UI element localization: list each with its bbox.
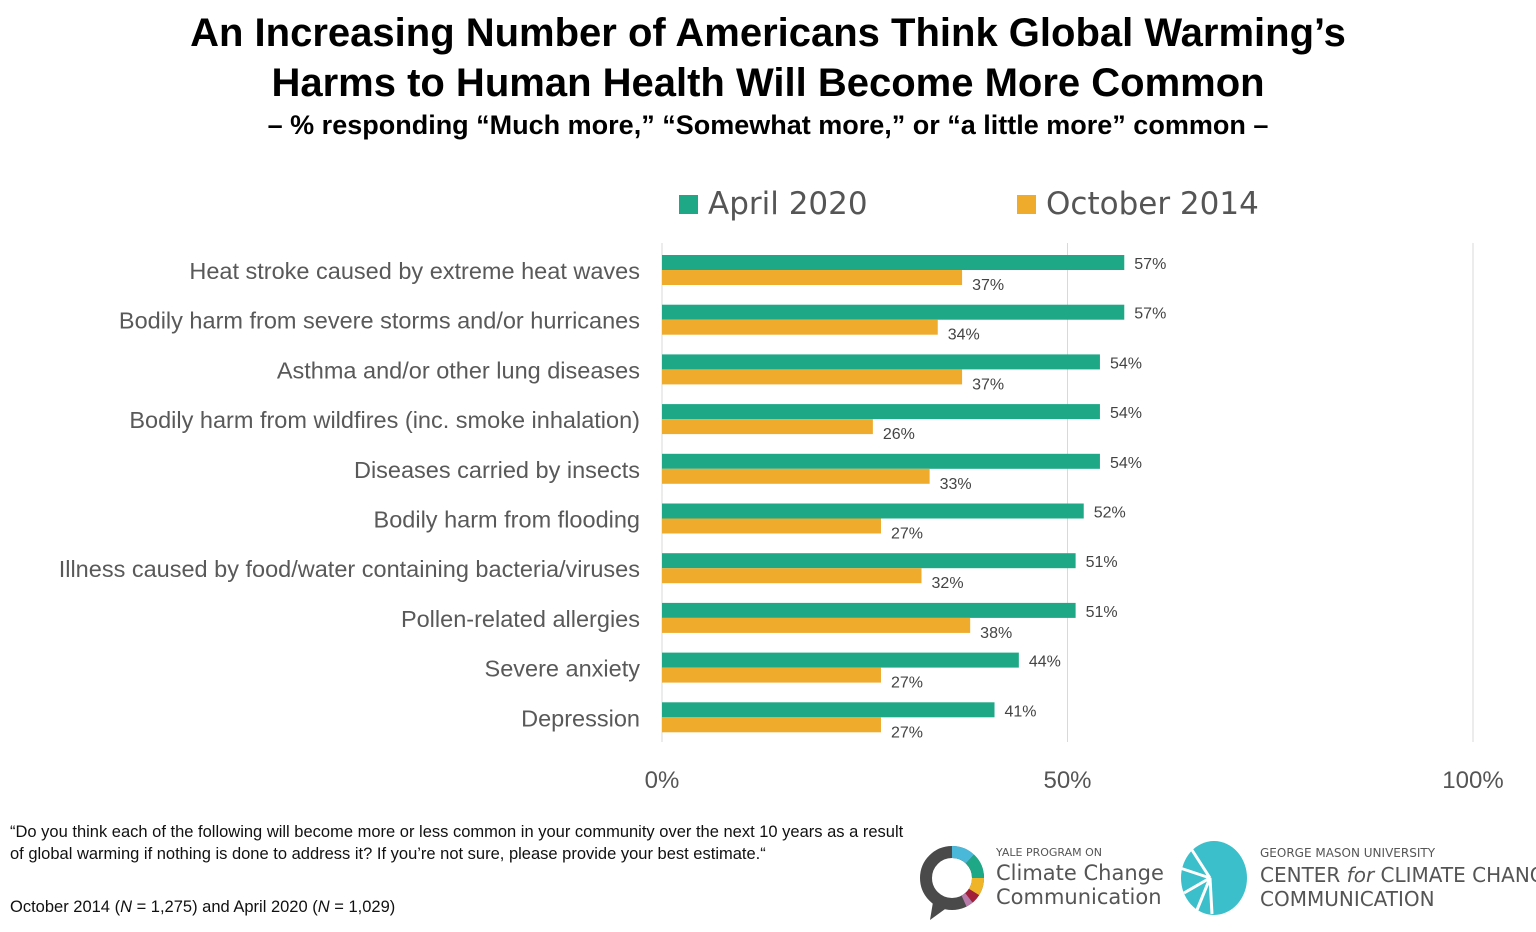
data-label: 57% [1134,306,1166,323]
bar [662,553,1076,569]
n-symbol: N [120,898,132,916]
gmu-logo-line2: CENTER for CLIMATE CHANGE [1260,865,1536,886]
data-label: 44% [1029,654,1061,671]
bar-chart: 0% 50% 100% April 2020 October 2014 Heat stro… [59,186,1504,794]
title-line-2: Harms to Human Health Will Become More C… [271,61,1265,105]
n-symbol: N [317,898,330,916]
data-label: 37% [972,376,1004,393]
bar [662,503,1084,519]
data-label: 57% [1134,256,1166,273]
title-line-1: An Increasing Number of Americans Think … [190,11,1346,55]
bar [662,304,1125,320]
data-label: 54% [1110,355,1142,372]
data-label: 41% [1005,703,1037,720]
data-label: 38% [980,625,1012,642]
bar [662,518,881,534]
gmu-text: CENTER [1260,863,1347,887]
gmu-logo-line1: GEORGE MASON UNIVERSITY [1260,846,1436,860]
data-label: 54% [1110,405,1142,422]
category-label: Asthma and/or other lung diseases [277,357,640,383]
footnote-sample: October 2014 (N = 1,275) and April 2020 … [10,896,395,918]
bar [662,468,930,484]
bar [662,419,873,435]
bar [662,717,881,733]
gmu-text: CLIMATE CHANGE [1380,863,1536,887]
bar [662,702,995,718]
gmu-text: for [1346,863,1375,887]
category-label: Pollen-related allergies [401,606,640,632]
bar [662,404,1100,420]
yale-logo-icon [920,846,984,920]
data-label: 34% [948,327,980,344]
data-label: 32% [932,575,964,592]
data-label: 52% [1094,505,1126,522]
subtitle: – % responding “Much more,” “Somewhat mo… [267,110,1269,140]
category-label: Illness caused by food/water containing … [59,556,640,582]
bar [662,354,1100,370]
data-label: 51% [1086,554,1118,571]
gmu-logo-line3: COMMUNICATION [1260,887,1435,911]
sample-text: October 2014 ( [10,898,121,916]
x-tick-label: 0% [645,767,680,794]
x-tick-label: 100% [1442,767,1503,794]
bar [662,453,1100,469]
bar [662,369,963,385]
data-label: 37% [972,277,1004,294]
bar [662,319,938,335]
category-label: Bodily harm from wildfires (inc. smoke i… [129,407,640,433]
bar [662,568,922,584]
yale-logo-line3: Communication [996,885,1162,909]
legend-label: October 2014 [1046,186,1259,222]
sample-text: = 1,275) and April 2020 ( [131,898,318,916]
bar [662,652,1019,668]
category-label: Depression [521,705,640,731]
bar [662,602,1076,618]
footnote-question: “Do you think each of the following will… [10,823,904,863]
category-label: Diseases carried by insects [354,457,640,483]
sample-text: = 1,029) [329,898,396,916]
data-label: 33% [940,476,972,493]
legend-swatch [679,195,698,214]
x-tick-label: 50% [1043,767,1091,794]
data-label: 27% [891,724,923,741]
data-label: 54% [1110,455,1142,472]
category-label: Heat stroke caused by extreme heat waves [189,258,640,284]
gmu-logo-icon [1179,841,1247,915]
bar [662,255,1125,270]
data-label: 51% [1086,604,1118,621]
category-label: Bodily harm from flooding [374,507,640,533]
bar [662,667,881,683]
legend-swatch [1017,195,1036,214]
category-label: Bodily harm from severe storms and/or hu… [119,308,640,334]
data-label: 26% [883,426,915,443]
yale-logo-line2: Climate Change [996,861,1164,885]
category-label: Severe anxiety [485,656,641,682]
yale-logo-line1: YALE PROGRAM ON [996,846,1103,859]
bar [662,617,971,633]
bar [662,270,963,285]
legend-label: April 2020 [708,186,868,222]
data-label: 27% [891,526,923,543]
data-label: 27% [891,675,923,692]
